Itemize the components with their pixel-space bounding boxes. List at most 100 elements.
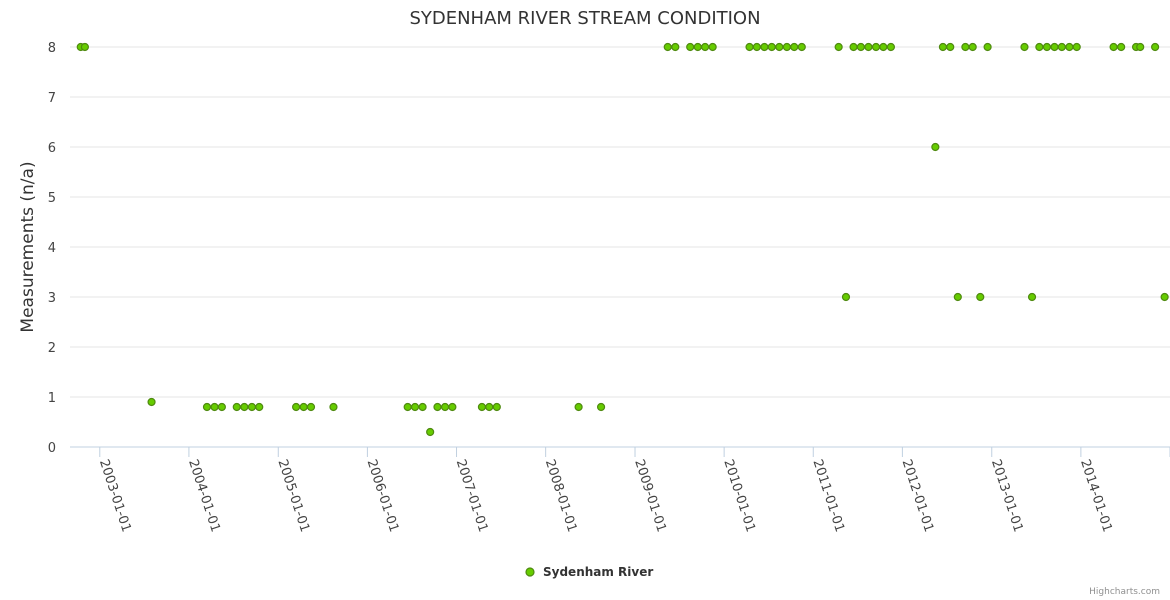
data-point[interactable] [232,402,241,412]
data-point[interactable] [686,42,695,52]
data-point[interactable] [247,402,257,412]
y-tick-label: 8 [48,41,56,56]
legend-item-label[interactable]: Sydenham River [543,565,653,579]
y-tick-label: 7 [48,91,56,106]
data-point[interactable] [1109,42,1118,52]
data-point[interactable] [953,292,962,302]
data-point[interactable] [477,402,487,412]
data-point[interactable] [1020,42,1029,52]
y-axis-title: Measurements (n/a) [18,161,38,332]
data-point[interactable] [433,402,442,412]
data-point[interactable] [849,42,858,52]
data-point[interactable] [1065,42,1074,52]
data-point[interactable] [700,42,710,52]
x-tick-label: 2009-01-01 [631,458,669,534]
data-point[interactable] [871,42,881,52]
data-point[interactable] [797,42,806,52]
data-point[interactable] [708,42,717,52]
data-point[interactable] [306,402,316,412]
data-point[interactable] [693,42,702,52]
data-point[interactable] [938,42,948,52]
y-tick-label: 3 [48,291,56,306]
data-point[interactable] [886,42,896,52]
credits-link[interactable]: Highcharts.com [1089,587,1160,597]
data-point[interactable] [292,402,301,412]
data-point[interactable] [782,42,791,52]
data-point[interactable] [448,402,457,412]
data-point[interactable] [492,402,501,412]
data-point[interactable] [329,402,338,412]
data-point[interactable] [976,292,985,302]
x-tick-label: 2011-01-01 [809,458,847,534]
y-tick-label: 0 [48,441,56,456]
data-point[interactable] [1072,42,1081,52]
x-tick-label: 2010-01-01 [720,458,758,534]
data-point[interactable] [1136,42,1145,52]
data-point[interactable] [1035,42,1044,52]
data-point[interactable] [856,42,865,52]
data-point[interactable] [1050,42,1059,52]
data-point[interactable] [961,42,970,52]
data-point[interactable] [240,402,249,412]
data-point[interactable] [210,402,219,412]
x-tick-label: 2013-01-01 [988,458,1026,534]
data-point[interactable] [745,42,754,52]
data-point[interactable] [1151,42,1160,52]
data-point[interactable] [983,42,992,52]
data-point[interactable] [410,402,420,412]
x-tick-label: 2004-01-01 [185,458,223,534]
data-point[interactable] [1027,292,1037,302]
y-axis-ticks: 0 1 2 3 4 5 6 7 8 [48,41,56,456]
data-point[interactable] [775,42,784,52]
data-point[interactable] [946,42,955,52]
x-tick-label: 2012-01-01 [899,458,937,534]
grid [70,46,1170,398]
data-point[interactable] [1042,42,1052,52]
data-point[interactable] [663,42,672,52]
data-point[interactable] [485,402,494,412]
data-point[interactable] [879,42,888,52]
data-point[interactable] [760,42,769,52]
data-point[interactable] [834,42,843,52]
data-point[interactable] [841,292,851,302]
data-point[interactable] [574,402,583,412]
y-tick-label: 1 [48,391,56,406]
data-point[interactable] [596,402,606,412]
y-tick-label: 2 [48,341,56,356]
data-point[interactable] [217,402,226,412]
data-point[interactable] [931,142,940,152]
y-tick-label: 6 [48,141,56,156]
x-tick-label: 2007-01-01 [453,458,491,534]
data-point[interactable] [968,42,977,52]
data-point[interactable] [426,427,435,437]
data-point[interactable] [767,42,776,52]
data-point[interactable] [1057,42,1066,52]
series-points [76,42,1169,437]
y-tick-label: 5 [48,191,56,206]
data-point[interactable] [147,397,156,407]
data-point[interactable] [1160,292,1169,302]
x-tick-label: 2006-01-01 [364,458,402,534]
x-tick-label: 2014-01-01 [1077,458,1115,534]
data-point[interactable] [864,42,873,52]
chart-title: SYDENHAM RIVER STREAM CONDITION [409,8,760,29]
data-point[interactable] [299,402,308,412]
data-point[interactable] [790,42,799,52]
data-point[interactable] [403,402,412,412]
y-tick-label: 4 [48,241,56,256]
x-tick-label: 2005-01-01 [274,458,312,534]
data-point[interactable] [418,402,427,412]
legend-marker[interactable] [525,567,535,577]
data-point[interactable] [255,402,264,412]
data-point[interactable] [1117,42,1126,52]
x-tick-label: 2015-01-01 [1166,458,1170,534]
data-point[interactable] [202,402,212,412]
data-point[interactable] [440,402,450,412]
data-point[interactable] [671,42,680,52]
legend[interactable]: Sydenham River [525,565,653,579]
data-point[interactable] [80,42,89,52]
x-tick-label: 2008-01-01 [542,458,580,534]
data-point[interactable] [752,42,761,52]
x-axis: 2003-01-01 2004-01-01 2005-01-01 2006-01-01… [70,446,1170,534]
